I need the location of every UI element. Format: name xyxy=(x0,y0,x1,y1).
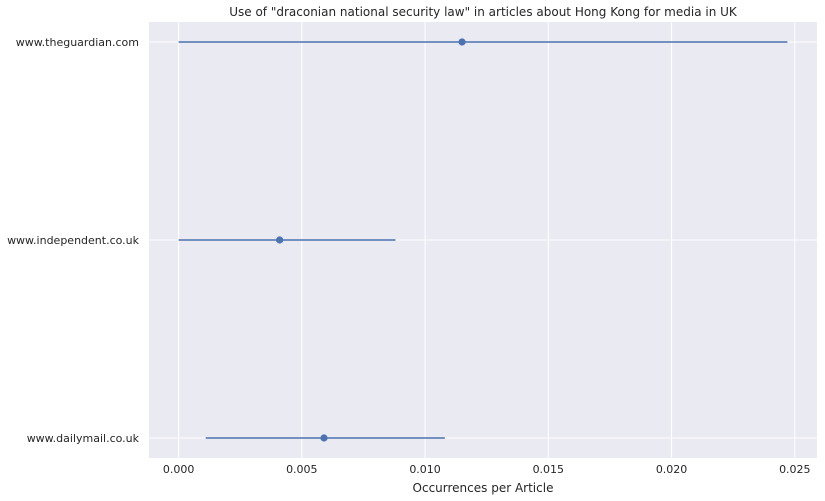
data-point xyxy=(320,434,328,442)
y-tick-labels: www.theguardian.com www.independent.co.uk… xyxy=(7,36,140,445)
x-axis-label: Occurrences per Article xyxy=(413,481,554,495)
chart-title: Use of "draconian national security law"… xyxy=(229,5,738,19)
x-tick-labels: 0.000 0.005 0.010 0.015 0.020 0.025 xyxy=(163,463,811,476)
y-tick-label: www.independent.co.uk xyxy=(7,234,140,247)
y-tick-label: www.theguardian.com xyxy=(16,36,139,49)
data-point xyxy=(276,236,284,244)
data-marks xyxy=(178,38,788,442)
y-tick-label: www.dailymail.co.uk xyxy=(27,432,140,445)
x-tick-label: 0.010 xyxy=(409,463,441,476)
x-tick-label: 0.025 xyxy=(779,463,811,476)
x-tick-label: 0.015 xyxy=(533,463,565,476)
data-point xyxy=(458,38,466,46)
x-tick-label: 0.020 xyxy=(656,463,688,476)
x-tick-label: 0.000 xyxy=(163,463,195,476)
x-tick-label: 0.005 xyxy=(286,463,318,476)
